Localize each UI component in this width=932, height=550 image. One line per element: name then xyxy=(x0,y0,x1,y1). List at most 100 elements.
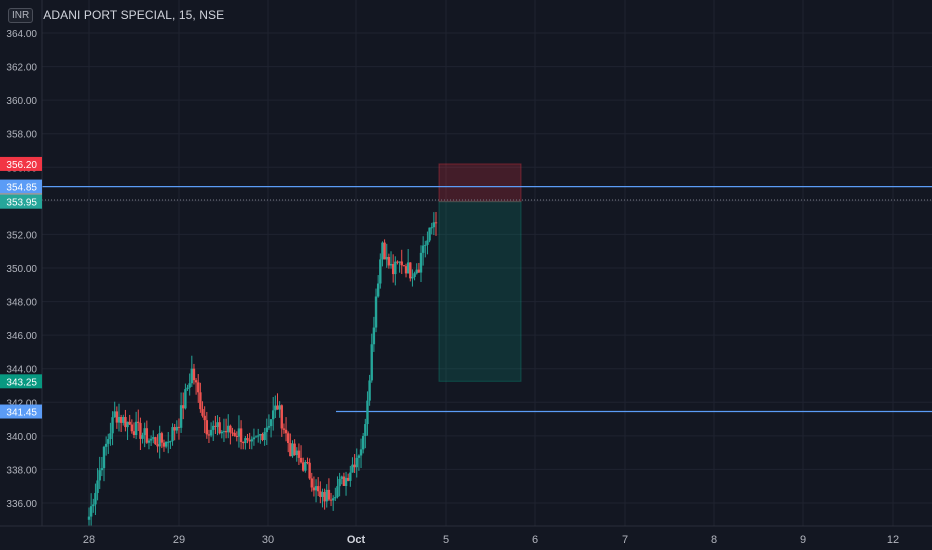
candle-body xyxy=(406,262,410,274)
candle-body xyxy=(299,457,303,463)
time-tick-label: 8 xyxy=(711,534,717,546)
candle-body xyxy=(134,421,138,436)
candle-body xyxy=(162,442,166,447)
candle-body xyxy=(346,477,350,481)
candle-body xyxy=(212,425,215,430)
candle-body xyxy=(252,437,256,440)
candle-body xyxy=(143,428,146,436)
candle-body xyxy=(164,441,168,447)
stop-loss-zone[interactable] xyxy=(438,163,522,203)
candle-body xyxy=(250,439,253,442)
candle-body xyxy=(239,428,243,443)
candle-body xyxy=(282,428,286,430)
currency-badge[interactable]: INR xyxy=(8,7,34,23)
candle-body xyxy=(224,431,228,433)
candle-body xyxy=(344,477,348,487)
candle-body xyxy=(154,437,157,445)
candle-body xyxy=(124,417,127,428)
time-tick-label: 12 xyxy=(887,534,899,546)
candle-body xyxy=(402,265,406,267)
candle-body xyxy=(199,392,202,410)
price-tick-label: 348.00 xyxy=(6,298,37,309)
candle-body xyxy=(139,422,142,439)
candle-body xyxy=(149,438,153,441)
time-axis[interactable]: 28 29 30 Oct 5 6 7 8 9 12 xyxy=(0,525,932,550)
candle-body xyxy=(376,283,380,297)
candle-body xyxy=(216,422,219,427)
candle-body xyxy=(419,252,423,273)
candle-body xyxy=(111,417,114,434)
candle-body xyxy=(100,468,104,471)
candle-body xyxy=(381,242,384,260)
price-tick-label: 352.00 xyxy=(6,230,37,241)
candle-body xyxy=(374,296,378,328)
candle-body xyxy=(394,261,397,275)
candle-body xyxy=(182,405,185,409)
candle-body xyxy=(188,383,191,388)
candle-body xyxy=(361,436,365,450)
candle-body xyxy=(276,405,279,410)
candle-body xyxy=(336,486,339,498)
candle-body xyxy=(98,470,101,481)
candle-body xyxy=(351,464,354,473)
candle-body xyxy=(89,506,93,517)
candle-body xyxy=(327,489,331,500)
candle-body xyxy=(197,382,200,393)
candle-body xyxy=(359,449,363,456)
price-tick-label: 338.00 xyxy=(6,465,37,476)
candle-body xyxy=(424,244,427,246)
candle-body xyxy=(404,266,408,274)
horizontal-lines[interactable] xyxy=(42,185,932,413)
price-axis-bg xyxy=(0,0,42,526)
candle-body xyxy=(368,380,371,401)
candle-body xyxy=(287,433,290,444)
take-profit-zone[interactable] xyxy=(438,201,522,382)
candle-body xyxy=(325,489,328,502)
candle-body xyxy=(231,432,234,434)
candle-body xyxy=(355,457,358,468)
price-axis[interactable]: 364.00362.00360.00358.00356.00354.00352.… xyxy=(0,0,43,526)
candle-body xyxy=(272,410,275,420)
candle-body xyxy=(173,427,176,431)
short-position-tool[interactable] xyxy=(438,163,522,382)
candle-body xyxy=(190,368,194,384)
candle-body xyxy=(389,263,393,266)
candle-body xyxy=(192,368,196,381)
candle-body xyxy=(259,433,262,436)
candle-body xyxy=(432,222,436,228)
candle-body xyxy=(261,433,264,441)
chart-grid xyxy=(42,0,932,526)
candle-body xyxy=(284,429,288,434)
candle-body xyxy=(291,443,294,457)
time-tick-label: Oct xyxy=(347,534,366,546)
candle-body xyxy=(338,478,341,487)
candle-body xyxy=(342,476,346,487)
price-tick-label: 350.00 xyxy=(6,264,37,275)
candle-body xyxy=(304,461,307,471)
time-tick-label: 6 xyxy=(532,534,538,546)
candle-body xyxy=(141,435,144,439)
candle-body xyxy=(227,425,230,433)
candle-body xyxy=(383,242,386,260)
candle-body xyxy=(137,421,140,423)
candle-body xyxy=(370,344,373,381)
price-label-box xyxy=(0,374,42,389)
candle-body xyxy=(385,256,388,260)
candle-body xyxy=(237,428,241,437)
price-label-text: 341.45 xyxy=(6,408,37,419)
price-label-box xyxy=(0,156,42,171)
candle-body xyxy=(242,442,245,444)
candle-body xyxy=(267,426,271,428)
candle-body xyxy=(297,450,301,458)
candle-body xyxy=(357,455,361,458)
price-label-text: 343.25 xyxy=(6,377,37,388)
price-tick-label: 362.00 xyxy=(6,63,37,74)
candle-body xyxy=(233,432,236,437)
candle-body xyxy=(102,446,106,469)
time-tick-label: 5 xyxy=(443,534,449,546)
candle-body xyxy=(184,389,187,409)
candle-body xyxy=(321,492,324,497)
candle-body xyxy=(128,421,131,425)
